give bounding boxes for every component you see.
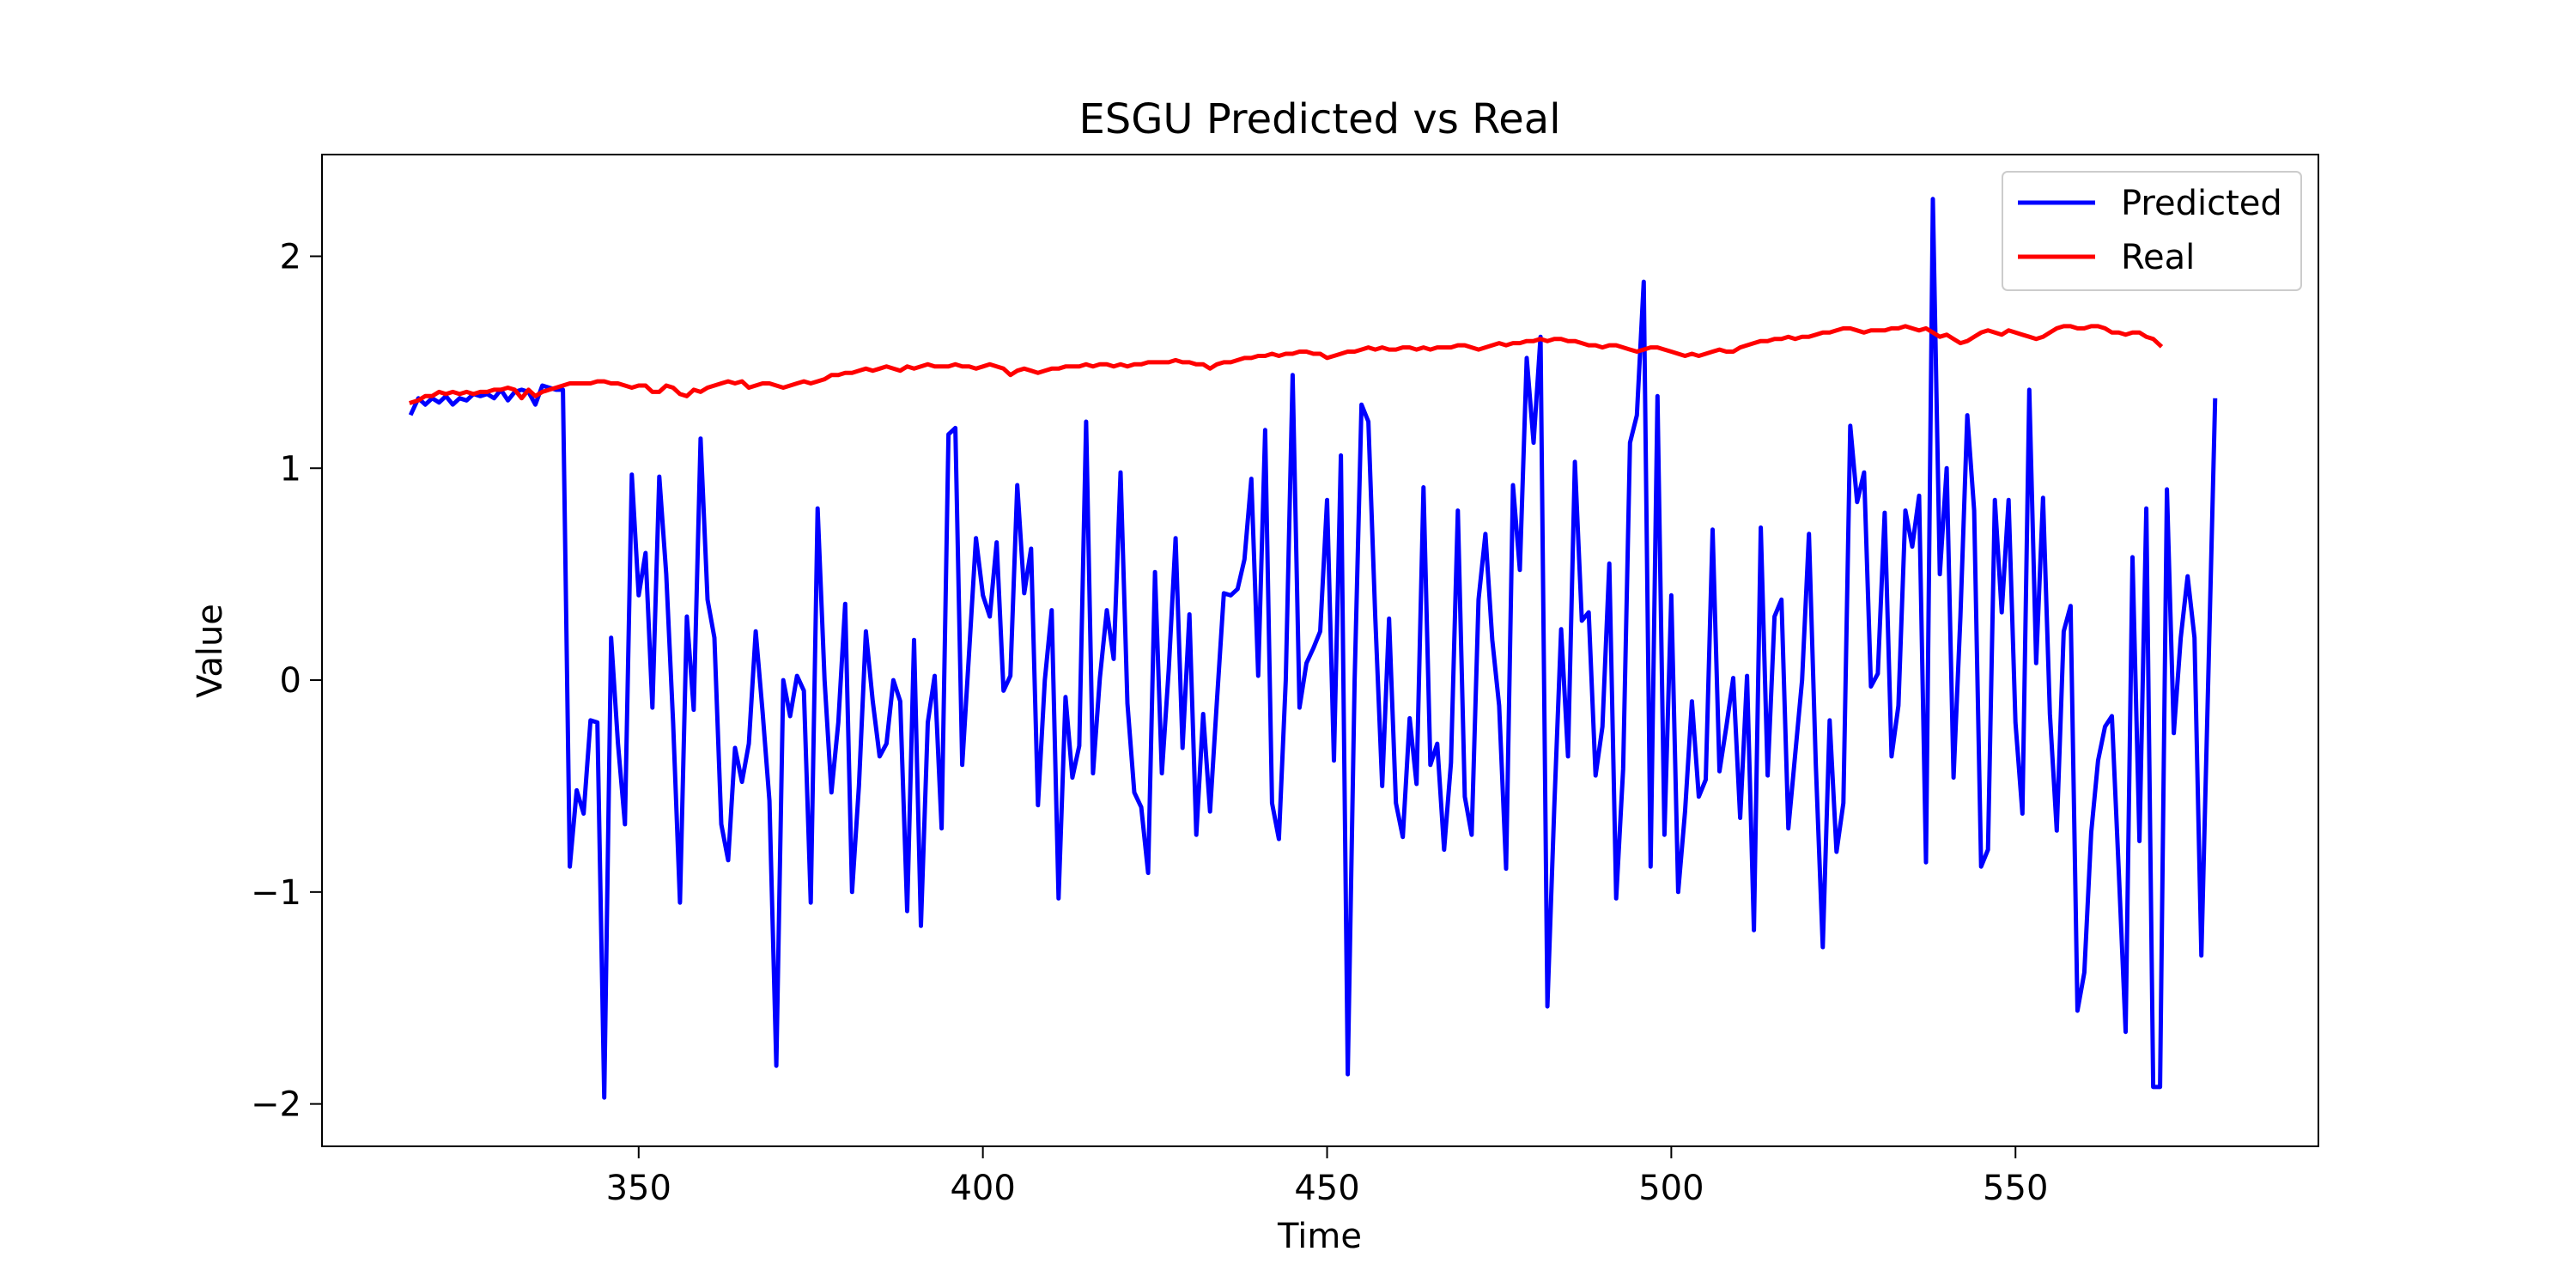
chart-title: ESGU Predicted vs Real (1078, 95, 1560, 143)
y-axis-ticks: −2 −1 0 1 2 (251, 237, 322, 1125)
x-tick-label: 400 (950, 1169, 1015, 1208)
legend-label-predicted: Predicted (2121, 184, 2282, 223)
x-tick-label: 550 (1983, 1169, 2048, 1208)
series-line-real (409, 324, 2164, 405)
series-layer (408, 197, 2218, 1100)
series-line-predicted (408, 197, 2218, 1100)
x-tick-label: 350 (606, 1169, 671, 1208)
y-tick-label: −2 (251, 1085, 301, 1125)
y-tick-label: 0 (280, 661, 301, 701)
y-axis-label: Value (191, 604, 230, 698)
x-tick-label: 500 (1638, 1169, 1704, 1208)
y-tick-label: −1 (251, 873, 301, 913)
y-tick-label: 1 (280, 449, 301, 489)
plot-area (322, 155, 2318, 1146)
x-axis-label: Time (1277, 1217, 1362, 1256)
legend-label-real: Real (2121, 238, 2195, 277)
legend: Predicted Real (2002, 171, 2302, 291)
x-tick-label: 450 (1294, 1169, 1359, 1208)
x-axis-ticks: 350 400 450 500 550 (606, 1146, 2048, 1208)
plot-frame (321, 154, 2319, 1147)
y-tick-label: 2 (280, 237, 301, 276)
